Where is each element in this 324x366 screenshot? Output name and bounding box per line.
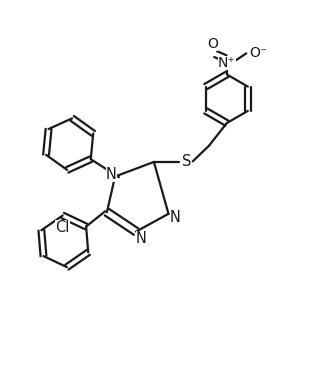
Text: S: S	[182, 154, 191, 169]
Text: N: N	[135, 231, 146, 246]
Text: O⁻: O⁻	[249, 46, 267, 60]
Text: N: N	[169, 209, 180, 224]
Text: Cl: Cl	[55, 220, 70, 235]
Text: N⁺: N⁺	[218, 56, 236, 70]
Text: O: O	[207, 37, 218, 51]
Text: N: N	[106, 167, 117, 182]
